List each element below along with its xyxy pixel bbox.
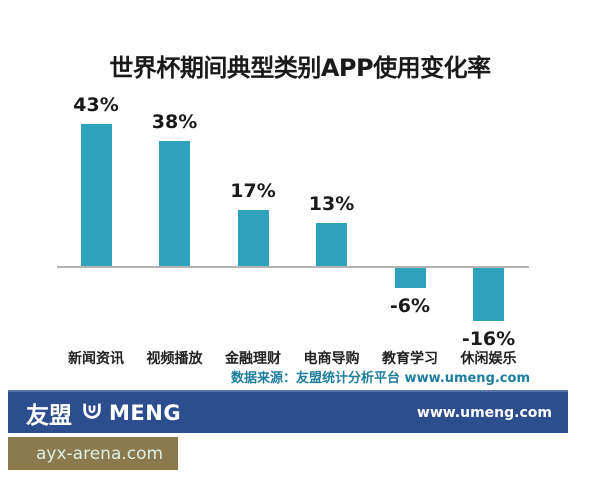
umeng-logo-cn-text: 友盟	[26, 402, 72, 429]
value-label-3: 13%	[308, 193, 355, 216]
footer-url: www.umeng.com	[416, 404, 552, 421]
footer-brand-bar: 友盟 MENG www.umeng.com	[8, 390, 568, 433]
umeng-u-icon	[81, 400, 103, 426]
watermark-box: ayx-arena.com	[8, 437, 178, 470]
value-label-5: -16%	[461, 327, 516, 350]
value-label-2: 17%	[230, 179, 276, 202]
category-label-5: 休闲娱乐	[460, 351, 517, 367]
bar-0	[80, 124, 112, 266]
value-label-0: 43%	[73, 94, 119, 117]
category-label-3: 电商导购	[303, 351, 360, 367]
watermark-text: ayx-arena.com	[36, 443, 164, 464]
umeng-logo: 友盟 MENG	[26, 396, 181, 430]
bar-3	[316, 223, 347, 266]
data-source-note: 数据来源：友盟统计分析平台 www.umeng.com	[231, 371, 530, 386]
bar-1	[159, 140, 190, 266]
category-label-4: 教育学习	[382, 351, 438, 367]
category-label-0: 新闻资讯	[68, 351, 124, 367]
category-label-2: 金融理财	[225, 351, 281, 367]
value-label-1: 38%	[151, 110, 198, 133]
bar-4	[394, 268, 426, 288]
bar-5	[473, 268, 504, 321]
chart-title: 世界杯期间典型类别APP使用变化率	[109, 54, 491, 82]
category-label-1: 视频播放	[146, 351, 203, 367]
x-axis-baseline	[57, 266, 529, 268]
bar-2	[237, 209, 269, 266]
umeng-logo-en-text: MENG	[109, 400, 182, 425]
bar-chart: 43% 新闻资讯 38% 视频播放 17% 金融理财 13% 电商导购 -6% 教育学习 -16% 休…	[57, 94, 529, 367]
value-label-4: -6%	[389, 294, 431, 317]
